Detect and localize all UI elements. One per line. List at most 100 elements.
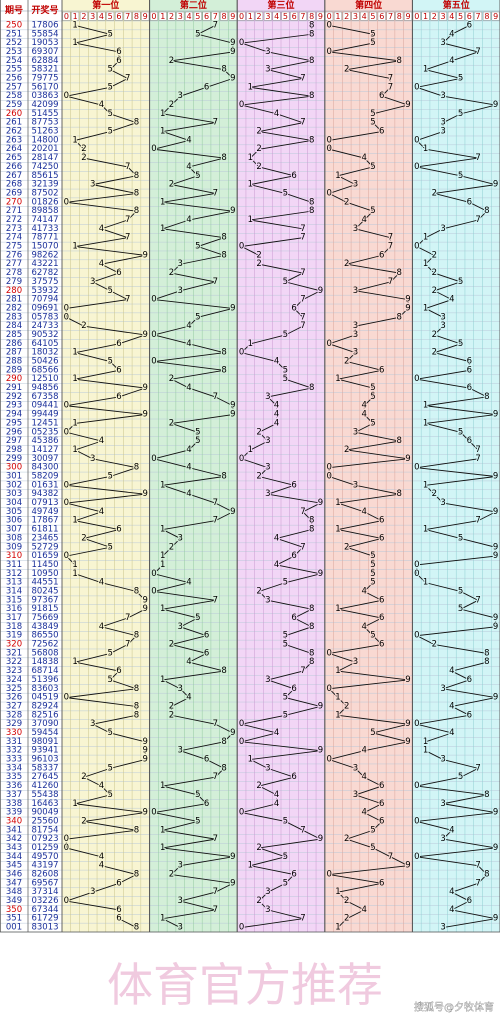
trend-digit: 5 — [283, 578, 288, 588]
trend-digit: 0 — [64, 401, 69, 411]
period: 322 — [6, 657, 22, 667]
draw-number: 24733 — [31, 321, 58, 331]
period: 310 — [6, 551, 22, 561]
digit-header: 3 — [353, 12, 358, 21]
trend-digit: 0 — [326, 870, 331, 880]
trend-digit: 2 — [169, 701, 174, 711]
trend-digit: 5 — [283, 816, 288, 826]
trend-digit: 5 — [458, 586, 463, 596]
footer: 搜狐号@夕牧体育 — [414, 1001, 494, 1014]
trend-digit: 3 — [178, 861, 183, 871]
trend-digit: 9 — [493, 180, 498, 190]
trend-digit: 8 — [134, 188, 139, 198]
trend-digit: 7 — [475, 153, 480, 163]
digit-header-cell — [447, 11, 456, 21]
period: 332 — [6, 746, 22, 756]
trend-digit: 5 — [370, 578, 375, 588]
draw-number: 68714 — [31, 666, 58, 676]
trend-digit: 3 — [353, 180, 358, 190]
trend-digit: 0 — [151, 569, 156, 579]
trend-digit: 1 — [160, 781, 165, 791]
digit-header-cell — [456, 11, 465, 21]
digit-header: 3 — [90, 12, 95, 21]
trend-digit: 8 — [134, 923, 139, 933]
digit-header-cell — [351, 11, 360, 21]
digit-header: 1 — [335, 12, 340, 21]
trend-digit: 3 — [265, 47, 270, 57]
draw-number: 72562 — [31, 640, 58, 650]
trend-digit: 5 — [107, 82, 112, 92]
period: 299 — [6, 454, 22, 464]
trend-digit: 9 — [405, 454, 410, 464]
trend-digit: 0 — [64, 197, 69, 207]
digit-header: 0 — [414, 12, 419, 21]
trend-digit: 9 — [230, 47, 235, 57]
trend-digit: 2 — [81, 321, 86, 331]
period: 335 — [6, 772, 22, 782]
digit-header: 9 — [143, 12, 148, 21]
trend-digit: 4 — [449, 905, 454, 915]
trend-digit: 3 — [178, 91, 183, 101]
digit-header-cell — [281, 11, 290, 21]
trend-digit: 6 — [204, 82, 209, 92]
trend-digit: 8 — [484, 870, 489, 880]
draw-number: 01631 — [31, 480, 58, 490]
digit-header-cell — [237, 11, 246, 21]
trend-digit: 3 — [178, 286, 183, 296]
trend-digit: 3 — [440, 684, 445, 694]
trend-digit: 8 — [309, 516, 314, 526]
period: 307 — [6, 525, 22, 535]
digit-header: 7 — [476, 12, 481, 21]
period: 286 — [6, 339, 22, 349]
trend-digit: 1 — [335, 666, 340, 676]
trend-digit: 7 — [388, 277, 393, 287]
trend-digit: 7 — [300, 542, 305, 552]
trend-digit: 6 — [204, 648, 209, 658]
trend-digit: 9 — [143, 489, 148, 499]
draw-number: 37314 — [31, 887, 58, 897]
trend-digit: 5 — [370, 392, 375, 402]
period: 343 — [6, 843, 22, 853]
period: 313 — [6, 578, 22, 588]
trend-digit: 3 — [440, 118, 445, 128]
period: 293 — [6, 401, 22, 411]
trend-digit: 1 — [335, 604, 340, 614]
period: 272 — [6, 215, 22, 225]
trend-digit: 3 — [178, 923, 183, 933]
draw-number: 55854 — [31, 29, 58, 39]
trend-digit: 5 — [107, 763, 112, 773]
trend-digit: 2 — [169, 418, 174, 428]
trend-digit: 7 — [213, 118, 218, 128]
trend-digit: 6 — [291, 480, 296, 490]
trend-digit: 4 — [274, 560, 279, 570]
trend-digit: 0 — [64, 91, 69, 101]
period: 267 — [6, 171, 22, 181]
trend-digit: 8 — [134, 710, 139, 720]
draw-number: 58337 — [31, 763, 58, 773]
trend-digit: 4 — [274, 401, 279, 411]
digit-header-cell — [369, 11, 377, 21]
trend-digit: 1 — [423, 303, 428, 313]
trend-digit: 2 — [81, 772, 86, 782]
draw-number: 61729 — [31, 914, 58, 924]
draw-number: 50426 — [31, 357, 58, 367]
period: 254 — [6, 56, 22, 66]
trend-digit: 1 — [72, 242, 77, 252]
digit-header-cell — [228, 11, 237, 21]
digit-header-cell — [123, 11, 132, 21]
trend-digit: 1 — [72, 569, 77, 579]
period: 329 — [6, 719, 22, 729]
trend-digit: 5 — [195, 242, 200, 252]
draw-number: 43221 — [31, 259, 58, 269]
trend-digit: 1 — [248, 180, 253, 190]
trend-digit: 3 — [353, 480, 358, 490]
trend-digit: 5 — [283, 852, 288, 862]
trend-digit: 9 — [405, 861, 410, 871]
trend-digit: 5 — [370, 560, 375, 570]
trend-digit: 4 — [449, 701, 454, 711]
trend-digit: 0 — [64, 427, 69, 437]
trend-digit: 9 — [230, 38, 235, 48]
trend-digit: 0 — [414, 463, 419, 473]
trend-digit: 4 — [362, 808, 367, 818]
period: 280 — [6, 286, 22, 296]
